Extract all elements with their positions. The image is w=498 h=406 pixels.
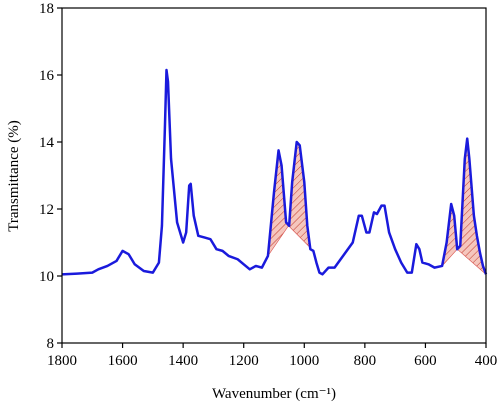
y-tick-label: 16 [39, 68, 55, 84]
plot-frame [61, 7, 487, 344]
x-tick-label: 600 [414, 353, 437, 369]
y-axis-label: Transmittance (%) [6, 120, 22, 232]
x-tick-label: 800 [354, 353, 377, 369]
y-tick-label: 12 [39, 202, 54, 218]
x-tick-label: 1200 [229, 353, 259, 369]
x-tick-label: 400 [475, 353, 498, 369]
x-tick-label: 1800 [47, 353, 77, 369]
y-tick-label: 10 [39, 269, 54, 285]
y-tick-label: 8 [47, 336, 55, 352]
y-tick-label: 14 [39, 135, 55, 151]
y-tick-label: 18 [39, 1, 54, 17]
x-tick-label: 1600 [108, 353, 138, 369]
spectrum-line [61, 68, 488, 276]
x-axis-label: Wavenumber (cm⁻¹) [212, 386, 336, 402]
x-tick-label: 1400 [168, 353, 198, 369]
x-tick-label: 1000 [289, 353, 319, 369]
